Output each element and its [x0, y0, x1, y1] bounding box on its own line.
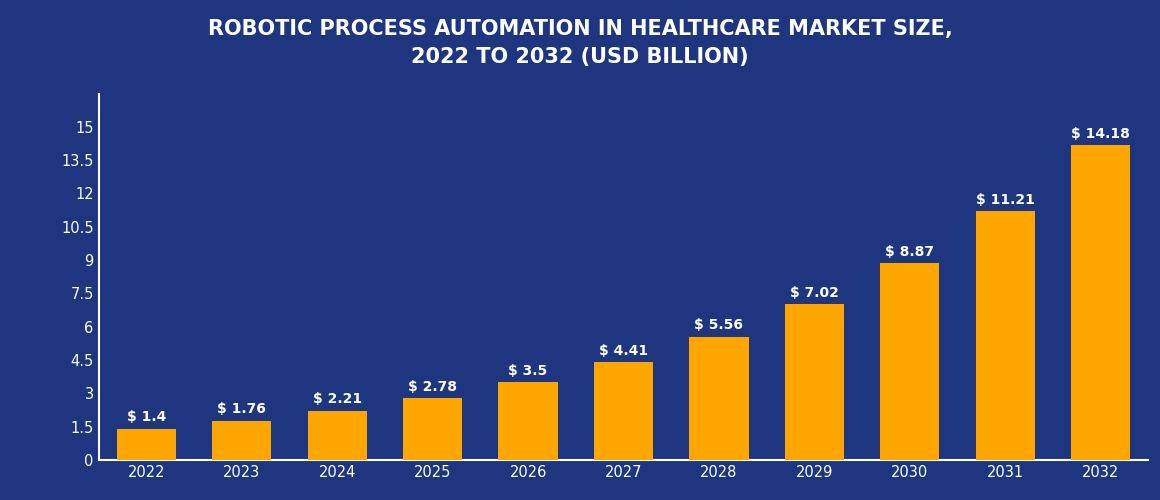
- Bar: [212, 421, 271, 460]
- Bar: [880, 263, 940, 460]
- Bar: [307, 411, 367, 460]
- Text: $ 4.41: $ 4.41: [599, 344, 648, 357]
- Bar: [594, 362, 653, 460]
- Text: $ 2.78: $ 2.78: [408, 380, 457, 394]
- Text: $ 1.4: $ 1.4: [126, 410, 166, 424]
- Bar: [1071, 145, 1130, 460]
- Text: $ 8.87: $ 8.87: [885, 244, 934, 258]
- Text: $ 14.18: $ 14.18: [1071, 126, 1130, 140]
- Text: ROBOTIC PROCESS AUTOMATION IN HEALTHCARE MARKET SIZE,
2022 TO 2032 (USD BILLION): ROBOTIC PROCESS AUTOMATION IN HEALTHCARE…: [208, 18, 952, 66]
- Text: $ 7.02: $ 7.02: [790, 286, 839, 300]
- Text: $ 5.56: $ 5.56: [695, 318, 744, 332]
- Text: $ 1.76: $ 1.76: [217, 402, 266, 416]
- Text: $ 11.21: $ 11.21: [976, 192, 1035, 206]
- Bar: [117, 429, 176, 460]
- Text: $ 2.21: $ 2.21: [313, 392, 362, 406]
- Bar: [785, 304, 844, 460]
- Text: $ 3.5: $ 3.5: [508, 364, 548, 378]
- Bar: [976, 211, 1035, 460]
- Bar: [403, 398, 462, 460]
- Bar: [499, 382, 558, 460]
- Bar: [689, 336, 748, 460]
